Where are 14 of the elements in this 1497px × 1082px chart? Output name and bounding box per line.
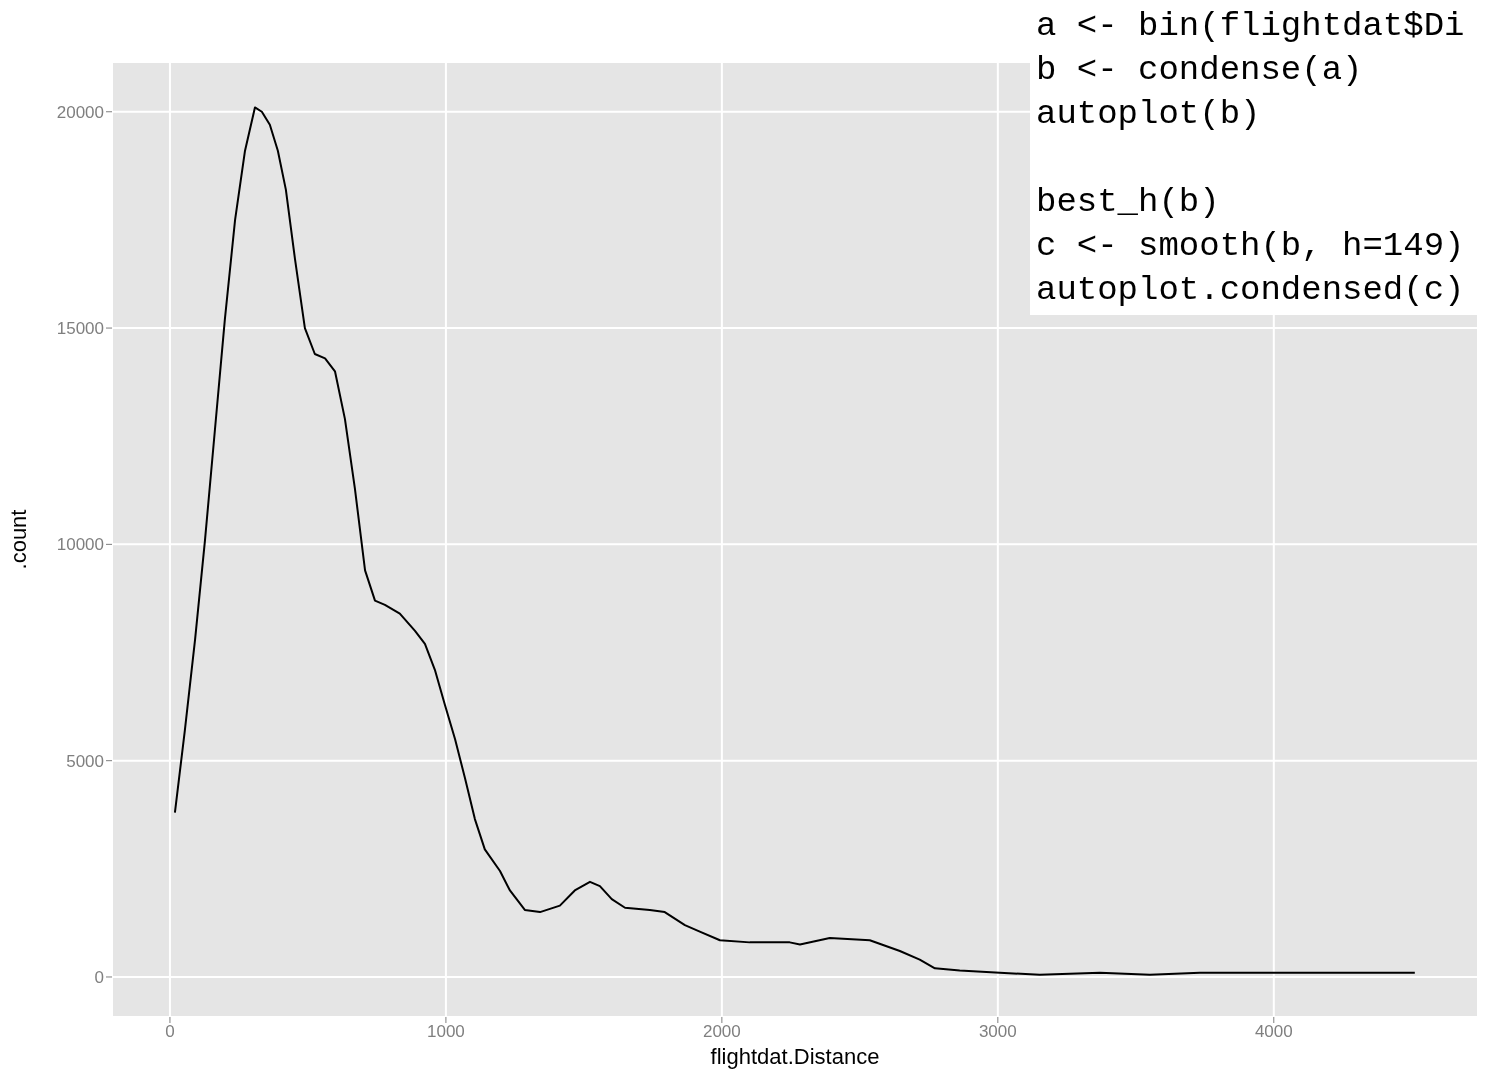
y-tick-label: 10000 bbox=[56, 535, 104, 555]
y-tick-label: 0 bbox=[94, 968, 104, 988]
y-tick-label: 5000 bbox=[66, 751, 104, 771]
x-axis-title: flightdat.Distance bbox=[710, 1044, 880, 1069]
x-tick-label: 3000 bbox=[978, 1022, 1017, 1042]
annotation: best_h(b) c <- smooth(b, h=149) autoplot.condensed(c) bbox=[1035, 182, 1466, 311]
y-tick-label: 20000 bbox=[56, 102, 104, 122]
x-tick-label: 1000 bbox=[427, 1022, 465, 1042]
y-tick-label: 15000 bbox=[56, 319, 104, 339]
x-tick-label: 2000 bbox=[702, 1022, 741, 1042]
y-axis-title: .count bbox=[5, 509, 31, 570]
x-tick-label: 0 bbox=[165, 1022, 175, 1042]
x-tick-label: 4000 bbox=[1254, 1022, 1293, 1042]
annotation: a <- bin(flightdat$Di b <- condense(a) autoplot(b) bbox=[1035, 6, 1466, 135]
